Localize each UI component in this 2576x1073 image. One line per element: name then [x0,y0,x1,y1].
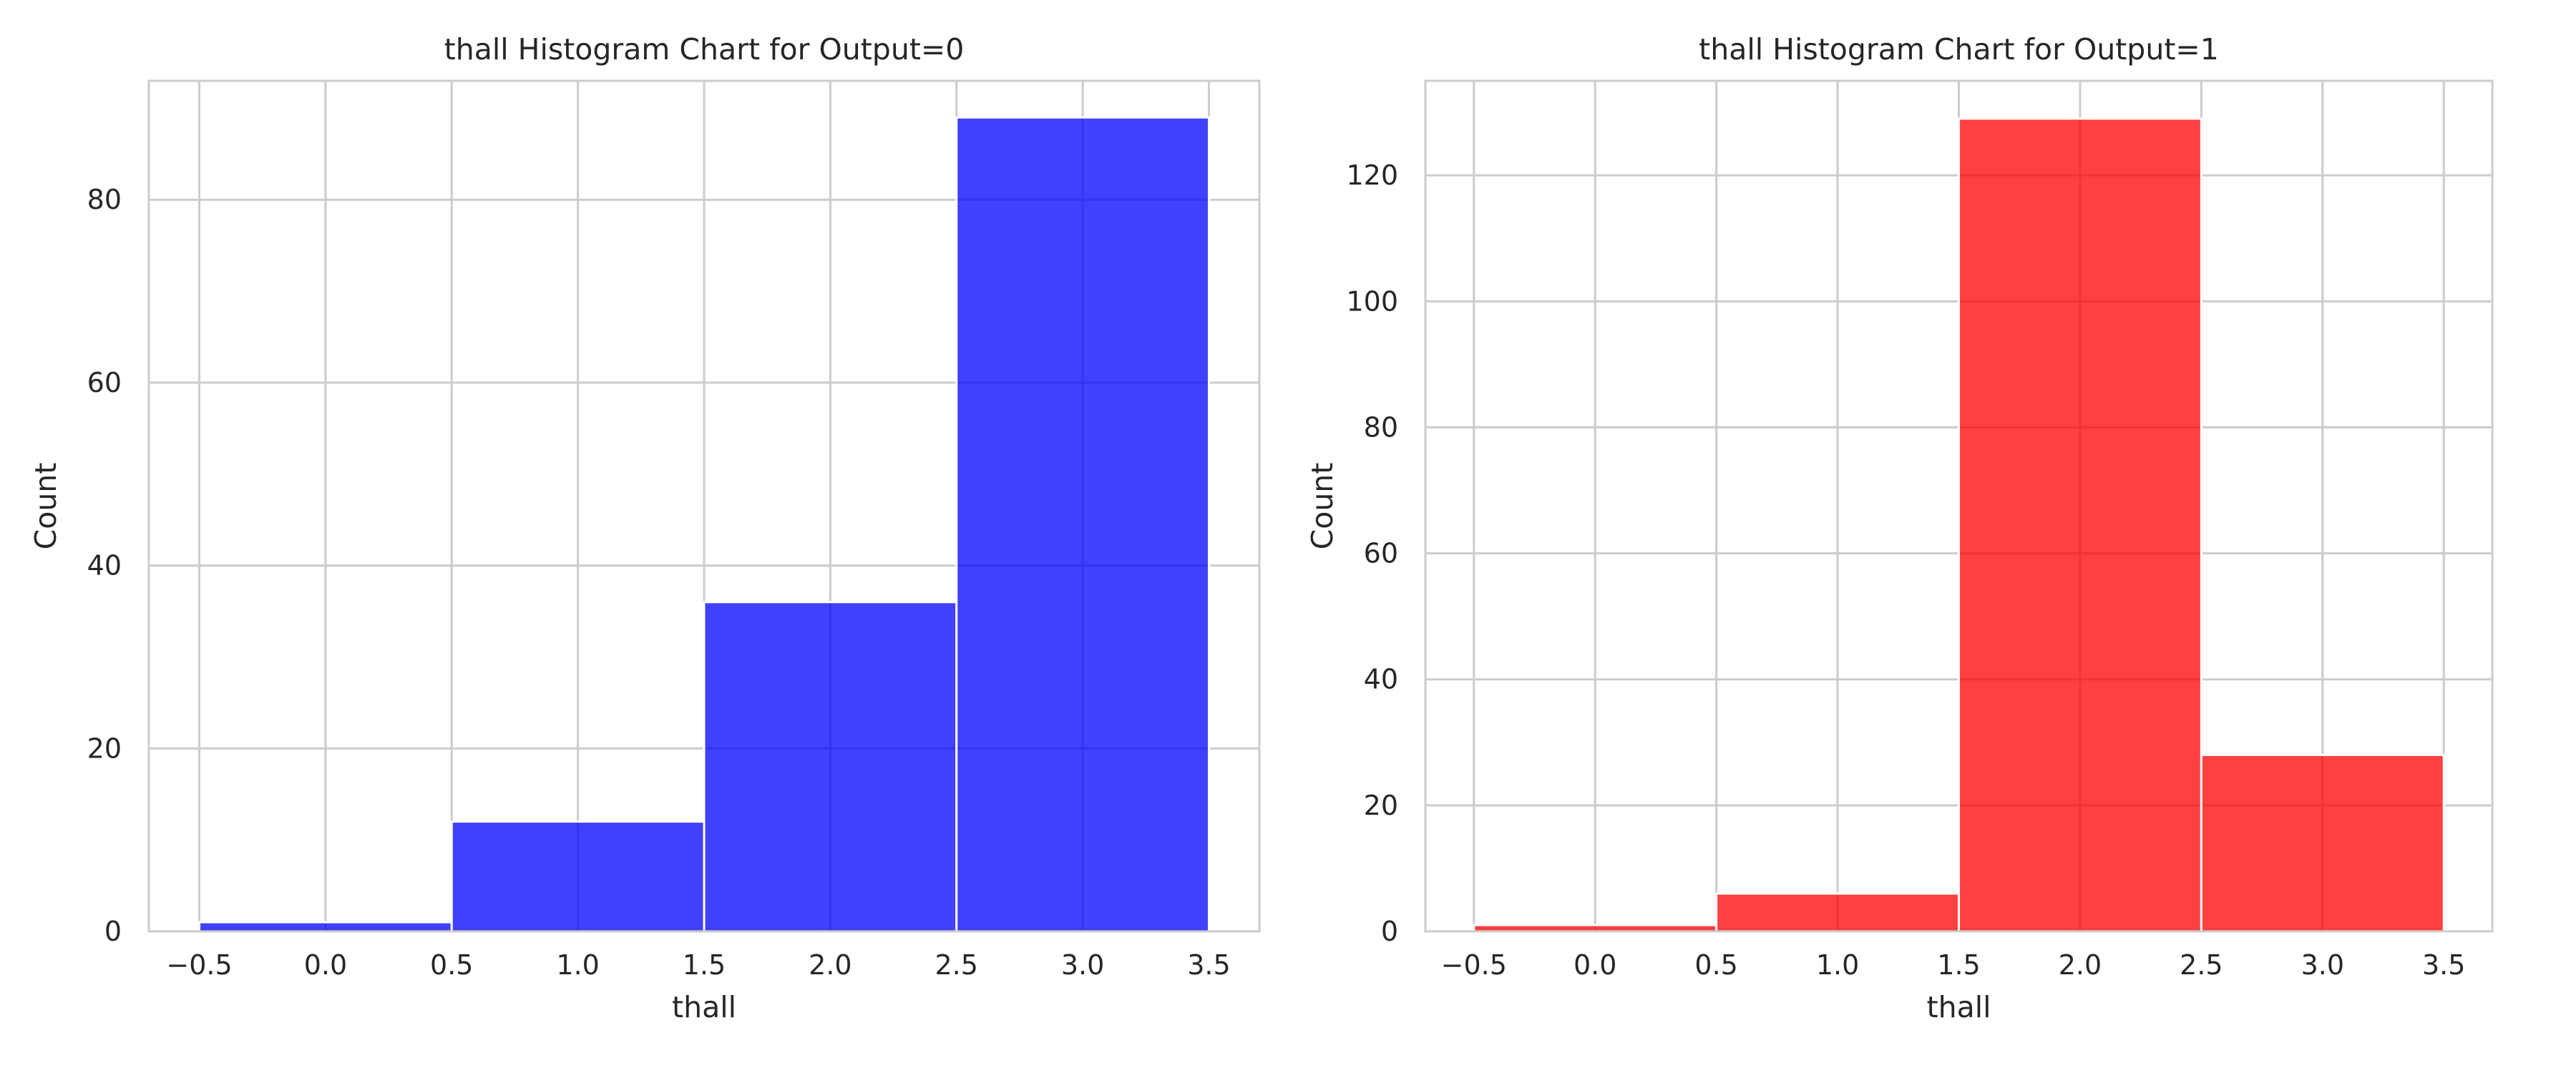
x-axis-label: thall [1927,990,1991,1024]
x-tick-label: 1.0 [1816,949,1859,981]
histogram-bar [2200,753,2445,933]
y-tick-label: 60 [1364,538,1398,569]
y-tick-label: 0 [104,916,122,947]
x-tick-label: −0.5 [1441,949,1507,981]
chart-panel-output-1: −0.5 0.0 0.5 1.0 1.5 2.0 2.5 3.0 3.5 0 20 40 60 80 100… [1305,32,2494,1024]
y-tick-label: 80 [87,184,122,215]
chart-panel-output-0: −0.5 0.0 0.5 1.0 1.5 2.0 2.5 3.0 3.5 0 20 40 60 80 tha… [29,32,1261,1024]
x-tick-label: 2.5 [935,949,978,981]
x-tick-label: 0.0 [1574,949,1616,981]
histogram-bar [1958,117,2202,933]
histogram-bar [198,921,453,933]
x-tick-label: 1.5 [683,949,726,981]
x-tick-label: 2.0 [809,949,852,981]
x-tick-label: 3.0 [2301,949,2344,981]
histogram-bar [703,601,958,933]
x-tick-label: −0.5 [166,949,232,981]
y-tick-label: 80 [1364,411,1398,443]
y-tick-label: 0 [1381,916,1398,947]
x-tick-label: 3.5 [2422,949,2465,981]
y-tick-label: 40 [87,550,122,582]
chart-title: thall Histogram Chart for Output=1 [1699,32,2219,67]
x-tick-label: 2.0 [2059,949,2102,981]
x-tick-label: 1.0 [556,949,599,981]
x-tick-label: 3.5 [1187,949,1230,981]
y-tick-label: 60 [87,367,122,398]
y-tick-label: 20 [87,733,122,764]
y-tick-label: 120 [1346,160,1398,191]
axes-frame [147,79,1261,933]
y-tick-label: 100 [1346,285,1398,317]
x-tick-label: 3.0 [1061,949,1104,981]
histogram-bar [450,820,706,933]
x-tick-label: 0.5 [1694,949,1737,981]
y-axis-label: Count [29,463,63,550]
x-tick-label: 2.5 [2180,949,2223,981]
chart-title: thall Histogram Chart for Output=0 [444,32,965,67]
x-axis-label: thall [672,990,736,1024]
y-tick-label: 20 [1364,790,1398,821]
histogram-bar [955,116,1210,933]
x-tick-label: 1.5 [1937,949,1980,981]
y-axis-label: Count [1305,463,1340,550]
histogram-bar [1715,892,1961,933]
axes-frame [1424,79,2494,933]
y-tick-label: 40 [1364,664,1398,695]
x-tick-label: 0.5 [430,949,473,981]
x-tick-label: 0.0 [304,949,347,981]
